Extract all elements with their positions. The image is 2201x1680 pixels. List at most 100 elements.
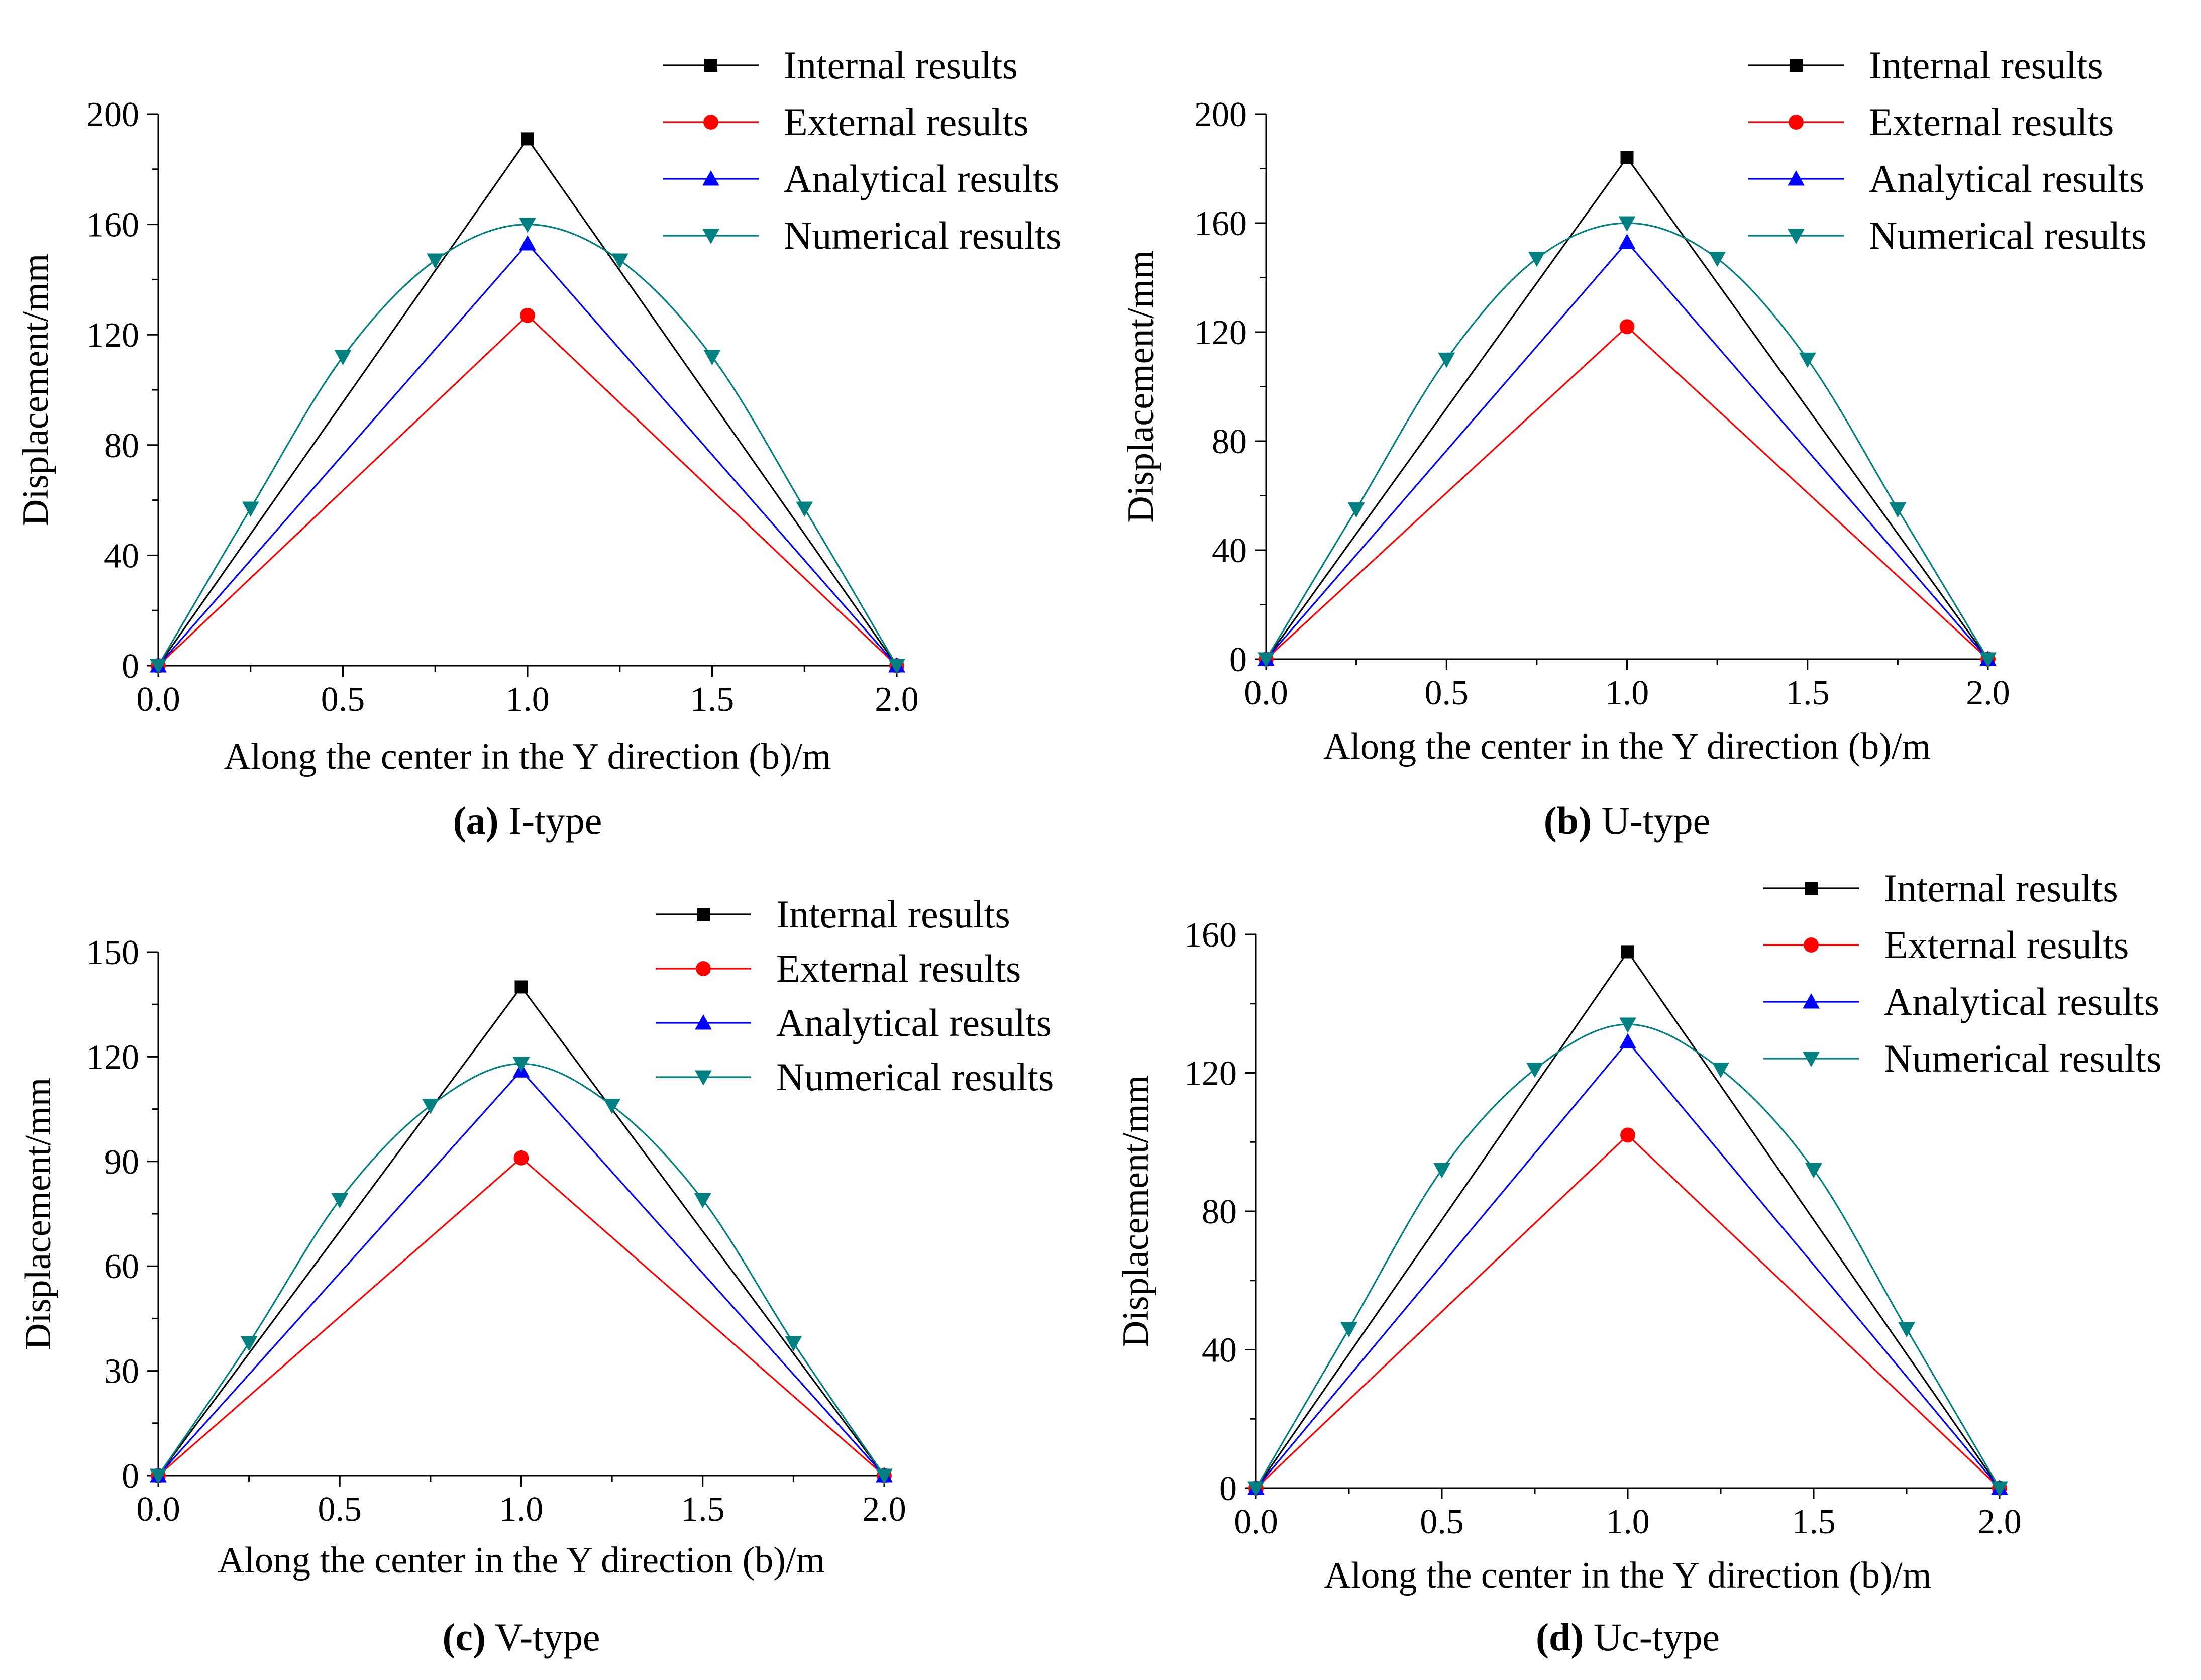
x-tick-label: 2.0	[1977, 1503, 2022, 1541]
data-point-analytical	[1618, 234, 1636, 249]
data-point-numerical	[1979, 652, 1997, 668]
chart-c-svg: 0.0 0.5 1.0 1.5 2.0 0 30 60 90 120 150 Along the ce…	[18, 892, 1054, 1659]
data-point-numerical	[512, 1057, 530, 1073]
y-tick-label: 120	[86, 316, 139, 355]
caption-letter: (d)	[1536, 1615, 1584, 1659]
data-point-numerical	[150, 1468, 167, 1484]
data-point-internal	[1621, 945, 1634, 959]
x-axis-label: Along the center in the Y direction (b)/…	[224, 736, 831, 777]
data-point-numerical	[1898, 1322, 1915, 1338]
y-tick-label: 40	[104, 537, 139, 575]
data-point-numerical	[1347, 502, 1365, 518]
y-axis-label: Displacement/mm	[18, 1078, 59, 1350]
y-tick-label: 160	[86, 206, 139, 245]
data-point-analytical	[519, 235, 536, 251]
legend-marker-analytical	[702, 170, 719, 186]
legend-marker-internal	[1805, 882, 1818, 895]
data-point-internal	[1620, 151, 1634, 164]
x-tick-label: 0.5	[321, 680, 365, 719]
legend-label-analytical: Analytical results	[1884, 980, 2159, 1023]
data-point-numerical	[1528, 252, 1545, 267]
panel-c: 0.0 0.5 1.0 1.5 2.0 0 30 60 90 120 150 Along the ce…	[0, 849, 1100, 1680]
data-point-numerical	[1340, 1322, 1357, 1338]
legend-label-analytical: Analytical results	[776, 1001, 1052, 1044]
x-tick-label: 1.0	[499, 1490, 544, 1529]
data-point-numerical	[1991, 1481, 2008, 1497]
chart-d-svg: 0.0 0.5 1.0 1.5 2.0 0 40 80 120 160 Along the cent…	[1115, 866, 2161, 1659]
x-tick-label: 0.0	[1244, 674, 1288, 712]
legend-label-numerical: Numerical results	[1884, 1036, 2161, 1080]
legend-marker-internal	[704, 59, 717, 72]
x-tick-label: 1.5	[681, 1490, 725, 1529]
series-line-numerical	[1255, 1023, 2001, 1489]
data-point-numerical	[876, 1468, 893, 1484]
data-point-numerical	[334, 350, 352, 366]
legend-label-internal: Internal results	[776, 892, 1010, 936]
data-point-numerical	[1438, 352, 1455, 368]
x-tick-label: 0.0	[136, 1490, 180, 1529]
legend-label-internal: Internal results	[1884, 866, 2118, 910]
series-line-analytical	[1265, 241, 1989, 660]
x-tick-label: 1.0	[1605, 674, 1649, 712]
data-point-numerical	[1805, 1163, 1822, 1179]
data-point-numerical	[888, 659, 905, 674]
y-tick-label: 160	[1194, 204, 1247, 243]
data-point-internal	[521, 132, 534, 146]
x-tick-label: 2.0	[862, 1490, 906, 1529]
data-point-numerical	[1526, 1063, 1543, 1078]
data-point-numerical	[1618, 216, 1636, 232]
caption-text: V-type	[486, 1615, 600, 1659]
x-tick-label: 2.0	[875, 680, 919, 719]
data-point-numerical	[603, 1099, 621, 1114]
y-tick-label: 0	[1219, 1469, 1237, 1508]
data-point-external	[1619, 319, 1635, 335]
panel-b: 0.0 0.5 1.0 1.5 2.0 0 40 80 120 160 200 Along the c…	[1100, 0, 2201, 849]
data-point-analytical	[1619, 1033, 1636, 1049]
data-point-numerical	[150, 659, 167, 674]
series-line-external	[1265, 325, 1989, 660]
data-point-internal	[514, 980, 528, 994]
legend-marker-external	[1804, 937, 1819, 953]
x-tick-label: 1.5	[1786, 674, 1830, 712]
x-tick-label: 0.5	[318, 1490, 362, 1529]
panel-caption: (c) V-type	[442, 1615, 600, 1659]
y-tick-label: 200	[1194, 95, 1247, 134]
legend-marker-external	[1789, 115, 1804, 130]
data-point-numerical	[703, 350, 721, 366]
data-point-numerical	[1712, 1063, 1729, 1078]
x-tick-label: 0.5	[1425, 674, 1469, 712]
legend-marker-analytical	[1788, 170, 1805, 186]
legend-label-external: External results	[784, 100, 1028, 144]
series-line-external	[1255, 1134, 2001, 1489]
legend-marker-numerical	[1803, 1052, 1820, 1067]
series-line-analytical	[1255, 1040, 2001, 1489]
caption-letter: (c)	[442, 1615, 486, 1659]
y-tick-label: 120	[1194, 313, 1247, 352]
y-tick-label: 120	[1184, 1055, 1237, 1093]
x-axis-label: Along the center in the Y direction (b)/…	[1323, 726, 1931, 767]
x-tick-label: 1.5	[1792, 1503, 1836, 1541]
caption-text: I-type	[499, 799, 602, 843]
caption-letter: (b)	[1544, 799, 1592, 843]
panel-a: 0.0 0.5 1.0 1.5 2.0 0 40 80 120 160 200 Along the c…	[0, 0, 1100, 849]
x-tick-label: 0.0	[136, 680, 180, 719]
data-point-numerical	[1889, 502, 1907, 518]
legend-marker-external	[703, 115, 718, 130]
data-point-external	[520, 307, 535, 323]
legend-label-internal: Internal results	[784, 43, 1018, 87]
data-point-numerical	[1709, 252, 1726, 267]
x-tick-label: 0.0	[1234, 1503, 1278, 1541]
data-point-numerical	[796, 501, 813, 517]
legend-marker-analytical	[1803, 993, 1820, 1009]
x-tick-label: 1.5	[690, 680, 735, 719]
legend-label-analytical: Analytical results	[784, 157, 1059, 200]
legend-label-analytical: Analytical results	[1869, 157, 2144, 200]
data-point-numerical	[519, 218, 536, 233]
caption-text: Uc-type	[1584, 1615, 1720, 1659]
legend-label-numerical: Numerical results	[1869, 214, 2146, 257]
chart-b-svg: 0.0 0.5 1.0 1.5 2.0 0 40 80 120 160 200 Along the c…	[1120, 43, 2146, 843]
x-tick-label: 0.5	[1420, 1503, 1464, 1541]
legend-label-numerical: Numerical results	[776, 1055, 1054, 1099]
panel-d: 0.0 0.5 1.0 1.5 2.0 0 40 80 120 160 Along the cent…	[1100, 849, 2201, 1680]
data-point-numerical	[427, 253, 444, 269]
